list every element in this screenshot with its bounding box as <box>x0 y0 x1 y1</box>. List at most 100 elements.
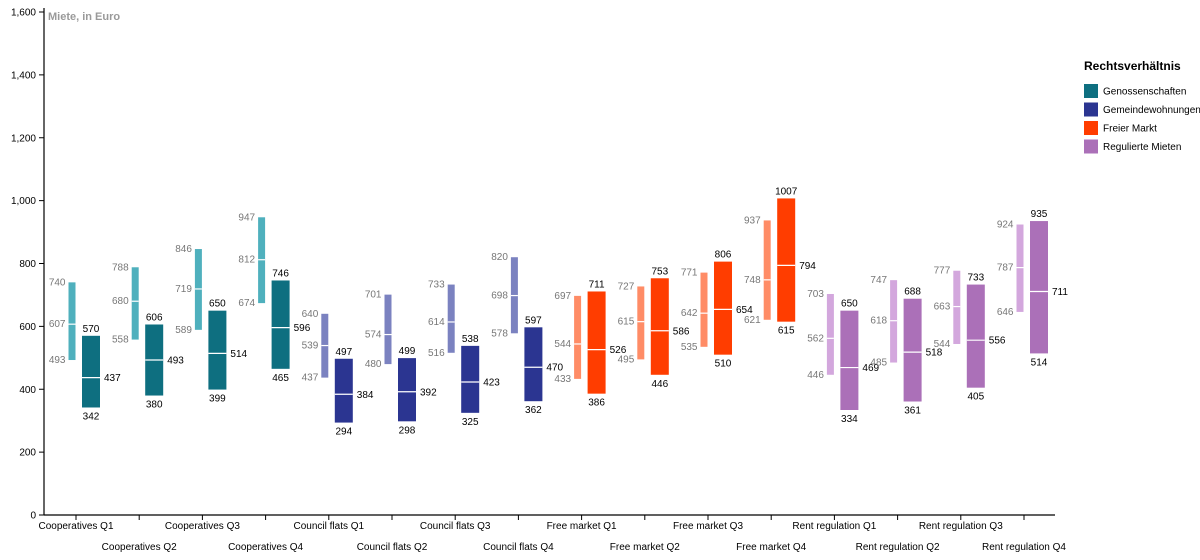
x-tick-label: Rent regulation Q3 <box>919 521 1003 532</box>
x-tick-label: Cooperatives Q3 <box>165 521 240 532</box>
x-axis: Cooperatives Q1 Cooperatives Q2 Cooperativ… <box>38 514 1066 553</box>
current-median-label: 493 <box>167 356 184 367</box>
current-high-label: 746 <box>272 268 289 279</box>
comparison-median-label: 574 <box>365 330 382 341</box>
comparison-high-label: 820 <box>491 252 508 263</box>
current-bar <box>524 327 543 402</box>
current-high-label: 606 <box>146 312 163 323</box>
legend-label: Gemeindewohnungen <box>1103 105 1200 116</box>
legend-swatch <box>1084 139 1098 154</box>
y-axis-title: Miete, in Euro <box>48 11 120 23</box>
comparison-low-label: 589 <box>175 325 192 336</box>
x-tick-label: Rent regulation Q4 <box>982 542 1066 553</box>
comparison-low-label: 578 <box>491 328 508 339</box>
comparison-median-label: 812 <box>238 255 255 266</box>
current-median-label: 392 <box>420 387 437 398</box>
y-tick-label: 800 <box>19 259 36 270</box>
current-bar <box>82 335 100 408</box>
current-bar <box>714 261 732 355</box>
current-high-label: 570 <box>83 324 100 335</box>
current-bar <box>271 280 290 369</box>
y-tick-label: 1,400 <box>11 70 36 81</box>
current-high-label: 935 <box>1031 209 1048 220</box>
comparison-high-label: 937 <box>744 215 761 226</box>
comparison-low-label: 433 <box>554 374 571 385</box>
current-bar <box>966 284 985 388</box>
current-low-label: 399 <box>209 394 226 405</box>
current-median-label: 384 <box>357 390 374 401</box>
comparison-high-label: 701 <box>365 290 382 301</box>
current-bar <box>398 358 416 422</box>
y-tick-label: 1,200 <box>11 133 36 144</box>
comparison-high-label: 703 <box>807 289 824 300</box>
current-low-label: 514 <box>1031 357 1048 368</box>
x-tick-label: Free market Q4 <box>736 542 806 553</box>
current-median-label: 423 <box>483 378 500 389</box>
comparison-bar <box>826 293 834 375</box>
legend-label: Genossenschaften <box>1103 87 1186 98</box>
comparison-bar <box>131 267 139 340</box>
comparison-median-label: 607 <box>49 319 66 330</box>
comparison-median-label: 698 <box>491 291 508 302</box>
comparison-bar <box>763 220 771 320</box>
current-median-label: 654 <box>736 305 753 316</box>
current-low-label: 405 <box>967 392 984 403</box>
comparison-median-label: 719 <box>175 284 192 295</box>
comparison-low-label: 544 <box>934 339 951 350</box>
current-high-label: 688 <box>904 287 921 298</box>
comparison-high-label: 727 <box>618 281 635 292</box>
current-high-label: 1007 <box>775 186 798 197</box>
comparison-median-label: 618 <box>870 316 887 327</box>
comparison-low-label: 437 <box>302 373 319 384</box>
current-low-label: 386 <box>588 398 605 409</box>
current-high-label: 650 <box>209 299 226 310</box>
comparison-low-label: 621 <box>744 315 761 326</box>
bars: 740 607 493 570 437 342 788 680 558 606 493 380 846 7… <box>49 186 1069 437</box>
y-tick-label: 400 <box>19 385 36 396</box>
y-tick-label: 1,000 <box>11 196 36 207</box>
current-bar <box>903 298 922 402</box>
x-tick-label: Free market Q2 <box>610 542 680 553</box>
y-tick-label: 0 <box>30 511 36 522</box>
legend-label: Regulierte Mieten <box>1103 142 1181 153</box>
comparison-high-label: 924 <box>997 220 1014 231</box>
current-high-label: 497 <box>335 347 352 358</box>
comparison-bar <box>384 294 392 365</box>
comparison-bar <box>890 280 898 363</box>
current-high-label: 753 <box>651 266 668 277</box>
comparison-low-label: 558 <box>112 335 129 346</box>
current-low-label: 465 <box>272 373 289 384</box>
comparison-median-label: 787 <box>997 263 1014 274</box>
x-tick-label: Rent regulation Q2 <box>856 542 940 553</box>
x-tick-label: Rent regulation Q1 <box>792 521 876 532</box>
comparison-high-label: 846 <box>175 244 192 255</box>
comparison-low-label: 480 <box>365 359 382 370</box>
current-low-label: 380 <box>146 400 163 411</box>
current-low-label: 615 <box>778 326 795 337</box>
comparison-median-label: 748 <box>744 275 761 286</box>
legend: Rechtsverhältnis Genossenschaften Gemeind… <box>1084 59 1200 154</box>
current-low-label: 334 <box>841 414 858 425</box>
comparison-bar <box>574 295 582 379</box>
x-tick-label: Cooperatives Q4 <box>228 542 303 553</box>
current-low-label: 342 <box>83 411 100 422</box>
y-tick-label: 1,600 <box>11 8 36 19</box>
current-bar <box>1030 221 1048 354</box>
current-bar <box>334 358 353 423</box>
comparison-bar <box>1016 224 1024 312</box>
current-low-label: 362 <box>525 405 542 416</box>
current-median-label: 469 <box>862 363 879 374</box>
comparison-low-label: 446 <box>807 370 824 381</box>
current-bar <box>208 310 227 390</box>
comparison-bar <box>68 282 76 361</box>
current-median-label: 711 <box>1052 287 1068 298</box>
comparison-high-label: 733 <box>428 280 445 291</box>
current-high-label: 538 <box>462 334 479 345</box>
legend-label: Freier Markt <box>1103 124 1157 135</box>
y-tick-label: 200 <box>19 448 36 459</box>
legend-title: Rechtsverhältnis <box>1084 59 1181 73</box>
current-low-label: 361 <box>904 406 921 417</box>
current-low-label: 446 <box>651 379 668 390</box>
x-tick-label: Cooperatives Q2 <box>102 542 177 553</box>
